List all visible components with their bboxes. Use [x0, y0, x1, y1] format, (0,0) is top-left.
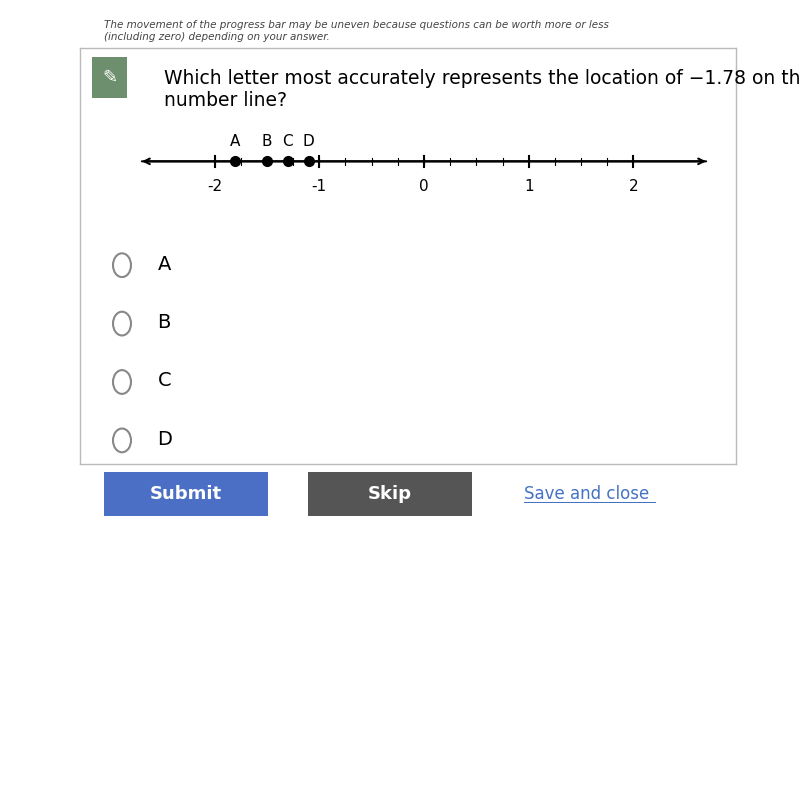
Circle shape	[92, 57, 127, 98]
Text: Skip: Skip	[368, 485, 412, 503]
Text: C: C	[282, 134, 293, 150]
Text: The movement of the progress bar may be uneven because questions can be worth mo: The movement of the progress bar may be …	[104, 20, 609, 42]
Text: ✎: ✎	[102, 69, 117, 86]
Text: 0: 0	[419, 178, 429, 194]
Text: C: C	[158, 371, 171, 390]
Text: D: D	[303, 134, 314, 150]
Text: 1: 1	[524, 178, 534, 194]
Text: Which letter most accurately represents the location of −1.78 on the
number line: Which letter most accurately represents …	[164, 69, 800, 110]
Text: A: A	[230, 134, 241, 150]
Text: 2: 2	[629, 178, 638, 194]
Text: Save and close: Save and close	[524, 486, 650, 503]
Text: -1: -1	[312, 178, 327, 194]
Text: B: B	[262, 134, 272, 150]
Text: Submit: Submit	[150, 485, 222, 503]
Text: D: D	[158, 430, 173, 449]
Text: B: B	[158, 313, 171, 332]
Text: A: A	[158, 254, 171, 274]
Text: -2: -2	[207, 178, 222, 194]
